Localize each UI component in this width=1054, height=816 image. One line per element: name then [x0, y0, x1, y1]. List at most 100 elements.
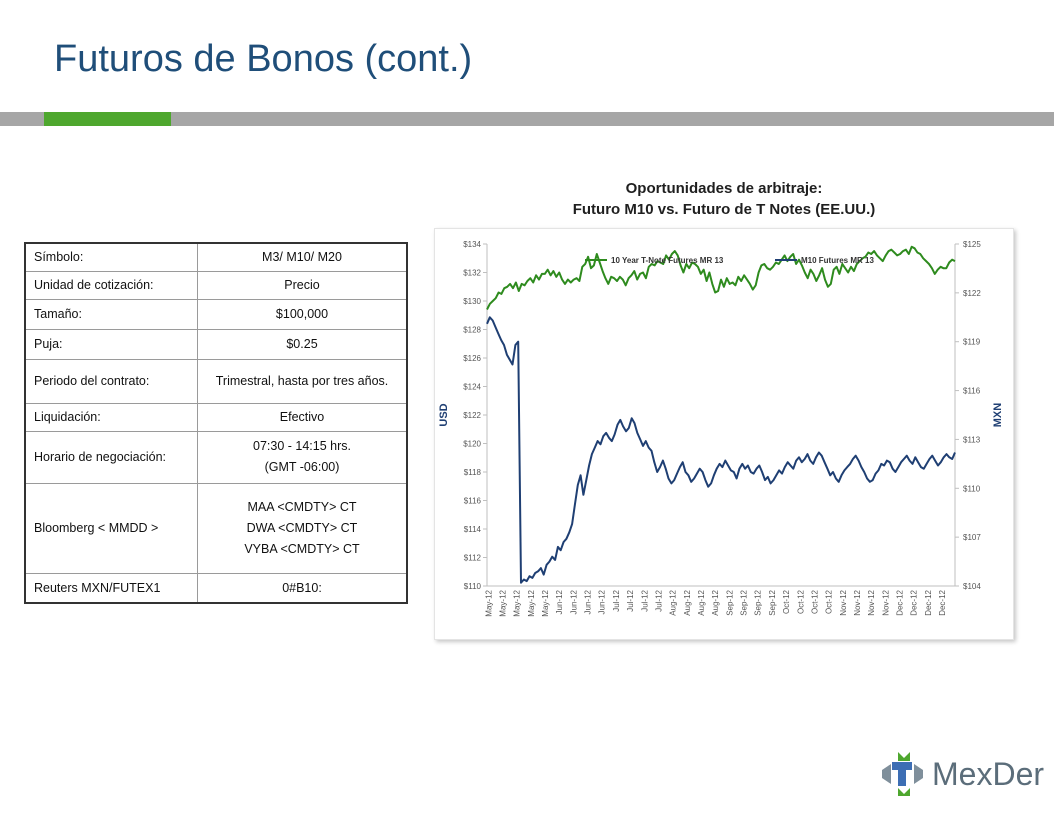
series-line-m10	[486, 316, 956, 584]
x-tick-label: Dec-12	[924, 589, 933, 615]
mexder-logo-text: MexDer	[932, 756, 1045, 792]
x-tick-label: Dec-12	[896, 589, 905, 615]
spec-value-line: $0.25	[286, 337, 318, 351]
x-tick-label: Jul-12	[626, 589, 635, 611]
x-tick-label: Sep-12	[740, 589, 749, 615]
spec-value-line: (GMT -06:00)	[264, 460, 340, 474]
x-tick-label: Jun-12	[555, 589, 564, 614]
y-tick-label: $110	[464, 582, 482, 591]
x-tick-label: Aug-12	[669, 589, 678, 615]
spec-row: Reuters MXN/FUTEX1 0#B10:	[24, 572, 408, 604]
spec-label: Periodo del contrato:	[24, 358, 198, 404]
x-tick-label: Jun-12	[584, 589, 593, 614]
x-tick-label: Sep-12	[754, 589, 763, 615]
x-tick-label: Oct-12	[796, 589, 805, 614]
spec-row: Periodo del contrato: Trimestral, hasta p…	[24, 358, 408, 404]
y2-tick-label: $119	[963, 338, 981, 347]
header-rule-accent	[44, 112, 171, 126]
x-tick-label: Nov-12	[881, 589, 890, 615]
spec-value: $100,000	[197, 298, 408, 330]
spec-value-line: Efectivo	[279, 410, 325, 424]
spec-value: $0.25	[197, 328, 408, 360]
spec-value-line: DWA <CMDTY> CT	[246, 520, 358, 535]
y2-tick-label: $107	[963, 533, 981, 542]
y-tick-label: $120	[463, 440, 481, 449]
spec-value: Trimestral, hasta por tres años.	[197, 358, 408, 404]
spec-row: Horario de negociación: 07:30 - 14:15 hrs…	[24, 430, 408, 484]
y2-tick-label: $104	[963, 582, 981, 591]
x-tick-label: Oct-12	[782, 589, 791, 614]
x-tick-label: May-12	[498, 589, 507, 616]
x-tick-label: Aug-12	[697, 589, 706, 615]
x-tick-label: Dec-12	[938, 589, 947, 615]
y2-tick-label: $116	[963, 387, 981, 396]
x-tick-label: Aug-12	[711, 589, 720, 615]
x-tick-label: Nov-12	[839, 589, 848, 615]
arbitrage-line-chart: $110 $112 $114 $116 $118 $120 $122 $124 $126 $128…	[438, 240, 1004, 617]
chart-title: Oportunidades de arbitraje: Futuro M10 v…	[434, 178, 1014, 220]
y-tick-label: $114	[464, 525, 482, 534]
spec-value: MAA <CMDTY> CT DWA <CMDTY> CT VYBA <CMDTY>…	[197, 482, 408, 574]
x-tick-label: Nov-12	[853, 589, 862, 615]
series-line-tnote	[486, 245, 956, 310]
spec-value: 07:30 - 14:15 hrs. (GMT -06:00)	[197, 430, 408, 484]
x-tick-label: Jul-12	[612, 589, 621, 611]
y-tick-label: $122	[463, 411, 481, 420]
y2-tick-label: $125	[963, 240, 981, 249]
y2-axis-title: MXN	[992, 403, 1004, 428]
spec-value: Efectivo	[197, 402, 408, 432]
header-rule	[0, 112, 1054, 126]
legend-label: 10 Year T-Note Futures MR 13	[611, 256, 724, 265]
spec-row: Liquidación: Efectivo	[24, 402, 408, 432]
spec-value-line: Trimestral, hasta por tres años.	[215, 374, 389, 388]
x-tick-label: Nov-12	[867, 589, 876, 615]
spec-row: Puja: $0.25	[24, 328, 408, 360]
contract-spec-table: Símbolo: M3/ M10/ M20 Unidad de cotización…	[24, 242, 408, 604]
y-tick-label: $116	[464, 497, 482, 506]
page-title: Futuros de Bonos (cont.)	[54, 38, 473, 80]
y-tick-label: $112	[464, 554, 482, 563]
x-tick-label: Dec-12	[910, 589, 919, 615]
y-tick-label: $126	[463, 354, 481, 363]
spec-value-line: VYBA <CMDTY> CT	[244, 541, 360, 556]
spec-value-line: M3/ M10/ M20	[262, 250, 342, 265]
y-tick-label: $134	[463, 240, 481, 249]
spec-label: Bloomberg < MMDD >	[24, 482, 198, 574]
x-tick-label: Sep-12	[725, 589, 734, 615]
x-tick-label: Jul-12	[640, 589, 649, 611]
spec-value-line: $100,000	[275, 307, 329, 321]
y2-tick-label: $113	[963, 435, 981, 444]
y-tick-label: $130	[463, 297, 481, 306]
spec-row: Símbolo: M3/ M10/ M20	[24, 242, 408, 272]
spec-value: 0#B10:	[197, 572, 408, 604]
x-tick-label: Aug-12	[683, 589, 692, 615]
x-tick-label: Sep-12	[768, 589, 777, 615]
y-tick-label: $124	[463, 383, 481, 392]
spec-label: Tamaño:	[24, 298, 198, 330]
mexder-emblem-icon	[882, 752, 923, 796]
spec-value-line: 07:30 - 14:15 hrs.	[253, 439, 351, 453]
x-tick-label: Jul-12	[654, 589, 663, 611]
chart-title-line2: Futuro M10 vs. Futuro de T Notes (EE.UU.…	[572, 201, 876, 218]
x-tick-label: Oct-12	[810, 589, 819, 614]
mexder-logo	[882, 752, 923, 796]
x-tick-label: May-12	[484, 589, 493, 616]
legend-label: M10 Futures MR 13	[801, 256, 874, 265]
y2-tick-label: $110	[963, 484, 981, 493]
spec-value-line: MAA <CMDTY> CT	[247, 499, 357, 514]
y-tick-label: $118	[464, 468, 482, 477]
spec-label: Liquidación:	[24, 402, 198, 432]
spec-row: Bloomberg < MMDD > MAA <CMDTY> CT DWA <CMD…	[24, 482, 408, 574]
spec-value: M3/ M10/ M20	[197, 242, 408, 272]
y-axis-title: USD	[438, 403, 450, 426]
chart-frame: $110 $112 $114 $116 $118 $120 $122 $124 $126 $128…	[434, 228, 1014, 640]
chart-title-line1: Oportunidades de arbitraje:	[625, 180, 823, 197]
spec-label: Símbolo:	[24, 242, 198, 272]
spec-value-line: 0#B10:	[282, 580, 322, 595]
x-tick-label: May-12	[527, 589, 536, 616]
spec-label: Unidad de cotización:	[24, 270, 198, 300]
y-tick-label: $128	[463, 326, 481, 335]
spec-row: Unidad de cotización: Precio	[24, 270, 408, 300]
y-tick-label: $132	[463, 269, 481, 278]
x-tick-label: Oct-12	[825, 589, 834, 614]
